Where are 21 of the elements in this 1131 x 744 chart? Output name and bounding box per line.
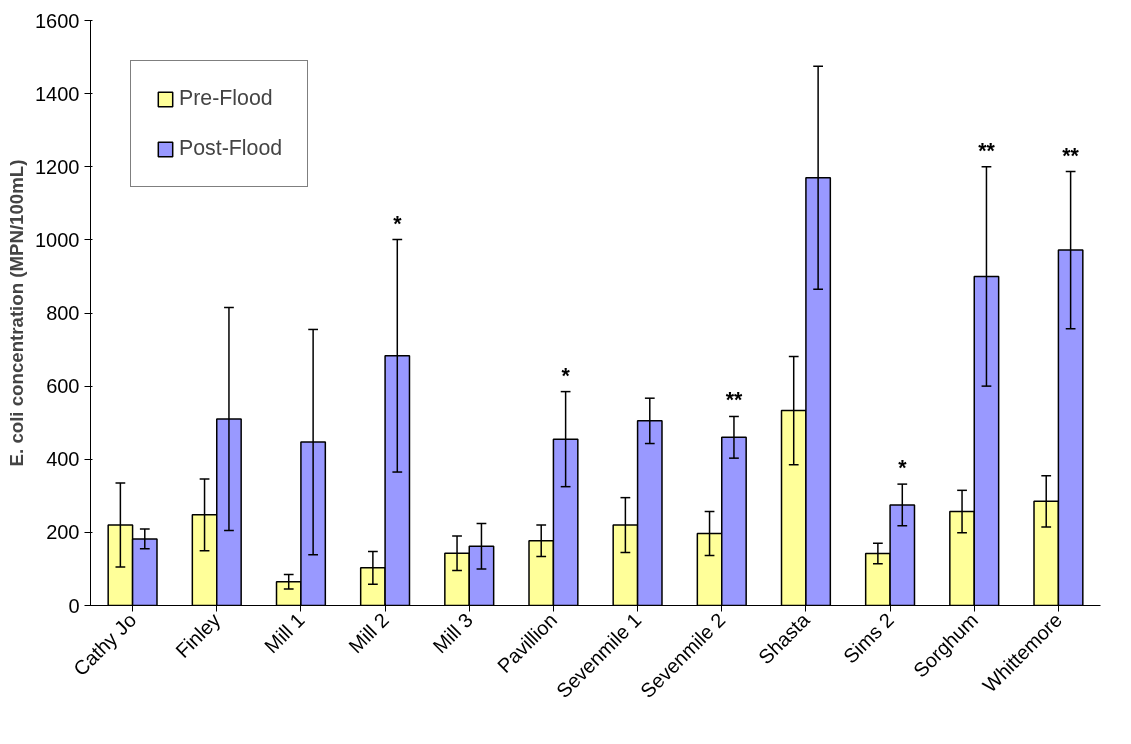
legend-label: Pre-Flood [179, 86, 273, 111]
y-tick-label: 600 [46, 375, 80, 398]
y-tick-label: 0 [68, 594, 80, 617]
y-tick-label: 1600 [35, 9, 80, 32]
x-tick-label: Mill 2 [344, 608, 393, 658]
annotation: ** [1062, 143, 1080, 168]
annotation: * [393, 211, 403, 236]
y-tick-label: 800 [46, 302, 80, 324]
annotation: ** [978, 138, 996, 163]
y-tick-label: 400 [46, 448, 80, 471]
annotation: * [898, 456, 908, 481]
x-tick-label: Mill 1 [260, 608, 309, 658]
annotation: ** [725, 388, 743, 413]
x-tick-label: Mill 3 [428, 608, 478, 658]
y-tick-label: 1200 [35, 155, 80, 178]
y-tick-label: 1400 [35, 82, 80, 105]
y-axis-title: E. coli concentration (MPN/100mL) [6, 159, 28, 467]
y-tick-label: 1000 [35, 228, 80, 251]
y-tick-label: 200 [46, 521, 80, 544]
annotation: * [561, 363, 571, 388]
legend-label: Post-Flood [179, 136, 283, 161]
